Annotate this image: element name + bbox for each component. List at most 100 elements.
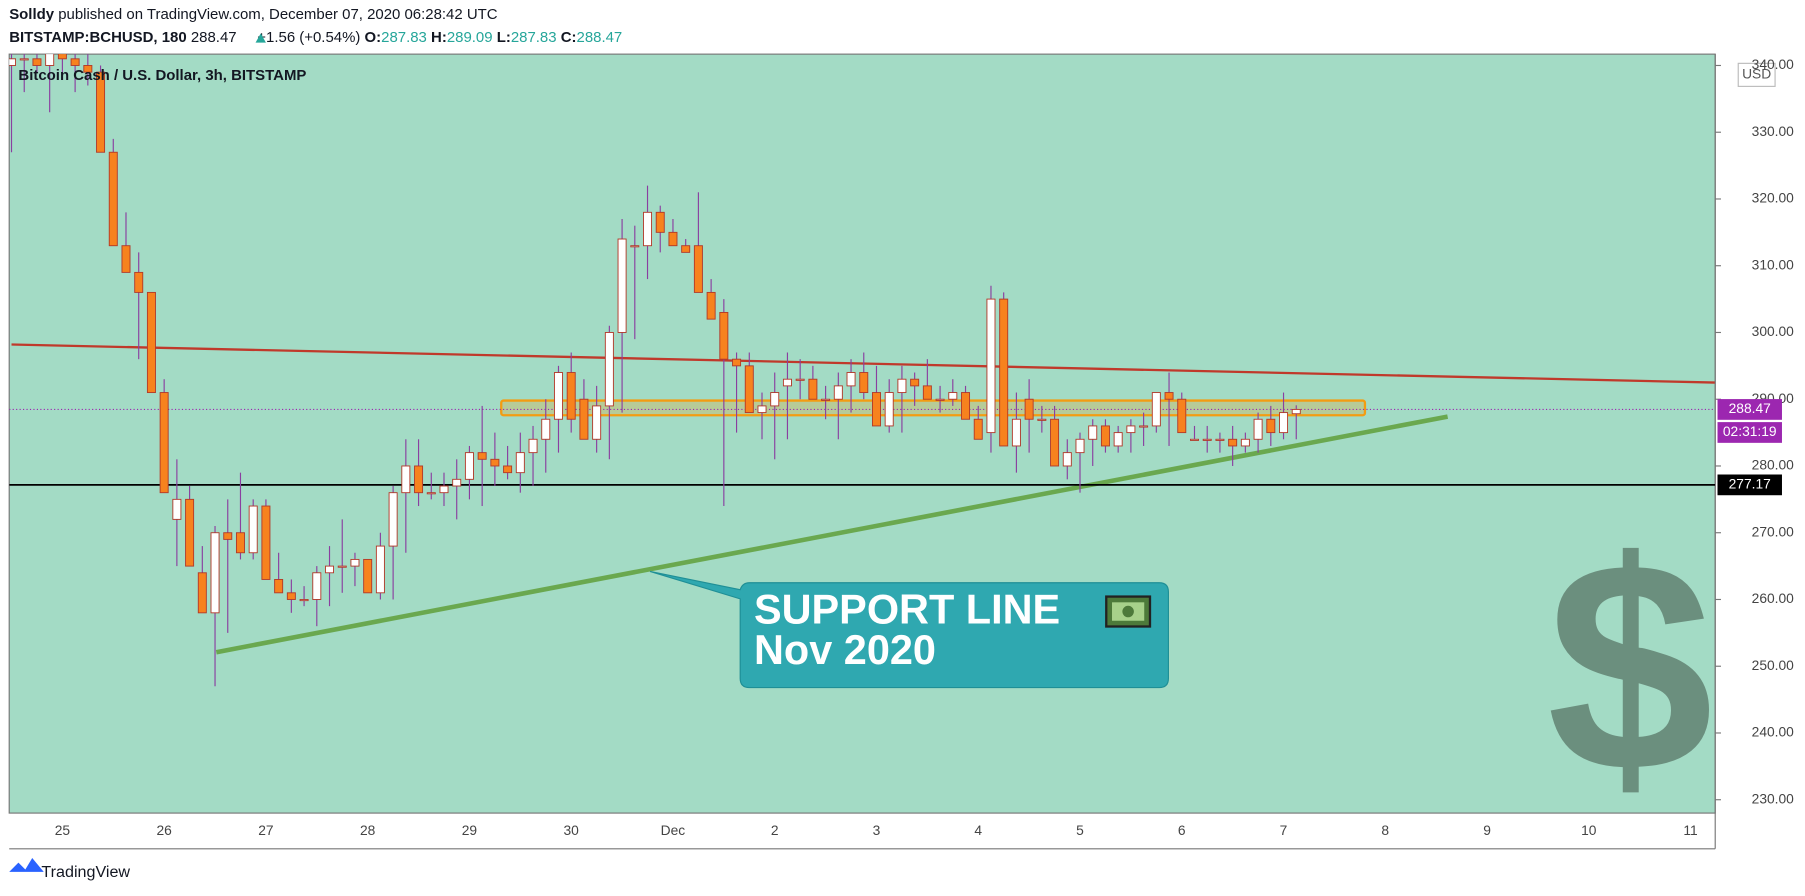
candle-body — [897, 378, 907, 394]
brand: TradingView — [41, 863, 130, 881]
candle-body — [426, 492, 436, 495]
candle-body — [515, 452, 525, 474]
plot-area — [8, 53, 1716, 814]
candle-body — [248, 505, 258, 554]
candle-body — [910, 378, 920, 387]
candle-body — [452, 478, 462, 487]
candle-body — [19, 58, 29, 61]
candle-body — [1151, 392, 1161, 427]
candle-body — [9, 58, 17, 66]
up-arrow — [255, 33, 266, 43]
candle-body — [172, 498, 182, 520]
candle-body — [706, 291, 716, 320]
countdown-box — [1717, 422, 1782, 443]
l-label: L: — [497, 29, 511, 46]
candle-body — [935, 398, 945, 401]
candle-body — [592, 405, 602, 440]
candle-body — [808, 378, 818, 400]
candle-body — [134, 271, 144, 293]
candle-body — [45, 54, 55, 66]
candle-body — [223, 532, 233, 540]
candle-body — [312, 572, 322, 600]
candle-body — [375, 545, 385, 594]
candle-body — [1228, 438, 1238, 447]
candle-body — [1279, 412, 1289, 434]
x-tick-label: 6 — [1178, 822, 1186, 838]
y-tick-label: 250.00 — [1752, 657, 1795, 673]
h: 289.09 — [447, 29, 493, 46]
candle-body — [363, 558, 373, 594]
annotation-box — [649, 570, 1169, 689]
candle-body — [1126, 425, 1136, 434]
candle-body — [884, 392, 894, 427]
x-tick-label: 25 — [55, 822, 71, 838]
hline-label: 277.17 — [1729, 476, 1771, 492]
candle-body — [503, 465, 513, 474]
y-tick-label: 330.00 — [1752, 123, 1795, 139]
candle-body — [1024, 398, 1034, 420]
x-tick-label: 11 — [1683, 822, 1697, 838]
hline-box — [1717, 474, 1782, 496]
o-label: O: — [365, 29, 382, 46]
candle-body — [210, 532, 220, 614]
plot — [9, 54, 1716, 687]
chart-title: Bitcoin Cash / U.S. Dollar, 3h, BITSTAMP — [18, 67, 306, 84]
candle-body — [1253, 418, 1263, 440]
candle-body — [541, 418, 551, 440]
c: 288.47 — [577, 29, 623, 46]
candle-body — [668, 231, 678, 247]
y-tick-label: 340.00 — [1752, 56, 1795, 72]
candle-body — [732, 358, 742, 367]
candle-body — [159, 392, 169, 494]
candle-body — [1100, 425, 1110, 447]
h-label: H: — [431, 29, 447, 46]
y-tick-label: 270.00 — [1752, 523, 1795, 539]
published: published on TradingView.com, December 0… — [58, 6, 498, 23]
candle-body — [96, 71, 106, 153]
candle-body — [681, 245, 691, 253]
candle-body — [579, 398, 589, 440]
x-tick-label: 3 — [873, 822, 881, 838]
last: 288.47 — [191, 29, 237, 46]
candle-body — [655, 211, 665, 233]
candle-body — [693, 245, 703, 293]
candle-body — [617, 238, 627, 333]
candle-body — [337, 565, 347, 568]
candle-body — [999, 298, 1009, 447]
candle-body — [1062, 452, 1072, 467]
candle-body — [146, 291, 156, 394]
y-tick-label: 320.00 — [1752, 190, 1795, 206]
x-tick-label: 26 — [156, 822, 172, 838]
l: 287.83 — [511, 29, 557, 46]
x-tick-label: 27 — [258, 822, 273, 838]
last-price-box — [1717, 399, 1782, 420]
x-tick-label: 4 — [974, 822, 982, 838]
trend-line — [215, 414, 1449, 655]
o: 287.83 — [381, 29, 427, 46]
candle-body — [566, 372, 576, 420]
candle-body — [528, 438, 538, 454]
watermark: $ — [1547, 500, 1713, 834]
candle-body — [604, 332, 614, 407]
candle-body — [719, 311, 729, 360]
change: +1.56 (+0.54%) — [257, 29, 360, 46]
zone-box — [500, 399, 1367, 417]
candle-body — [464, 452, 474, 480]
candle-body — [770, 392, 780, 407]
candle-body — [1037, 418, 1047, 421]
candle-body — [197, 572, 207, 614]
x-tick-label: 30 — [564, 822, 580, 838]
candle-body — [350, 558, 360, 567]
candle-body — [1202, 438, 1212, 441]
candle-body — [57, 54, 67, 60]
y-tick-label: 260.00 — [1752, 590, 1795, 606]
candle-body — [83, 65, 93, 73]
candle-body — [1164, 392, 1174, 400]
annotation-text: Nov 2020 — [754, 626, 936, 673]
candle-body — [782, 378, 792, 387]
x-tick-label: 9 — [1483, 822, 1491, 838]
candle-body — [299, 599, 309, 602]
candle-body — [846, 372, 856, 387]
candle-body — [490, 458, 500, 467]
